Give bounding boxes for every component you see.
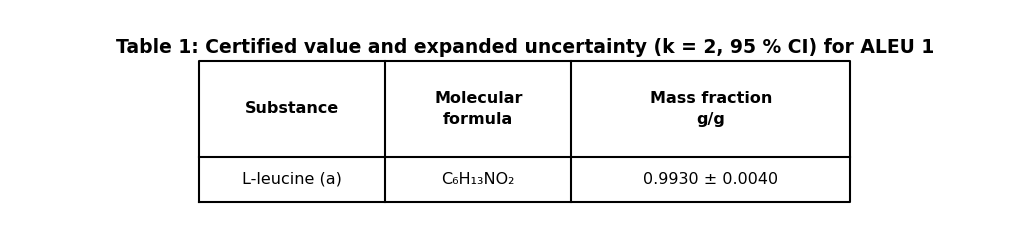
Text: Table 1: Certified value and expanded uncertainty (k = 2, 95 % CI) for ALEU 1: Table 1: Certified value and expanded un…: [116, 38, 934, 57]
Text: C₆H₁₃NO₂: C₆H₁₃NO₂: [441, 172, 515, 187]
Text: L-leucine (a): L-leucine (a): [243, 172, 342, 187]
Text: Substance: Substance: [246, 101, 340, 116]
Text: 0.9930 ± 0.0040: 0.9930 ± 0.0040: [643, 172, 778, 187]
Text: Molecular
formula: Molecular formula: [434, 91, 522, 127]
Text: Mass fraction
g/g: Mass fraction g/g: [649, 91, 772, 127]
